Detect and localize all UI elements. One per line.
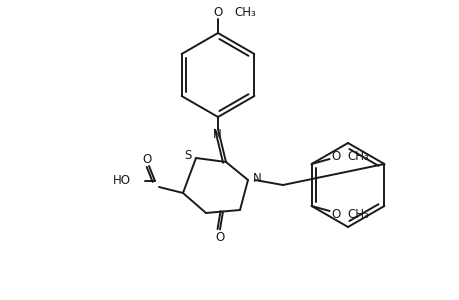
Text: HO: HO — [113, 175, 131, 188]
Text: O: O — [215, 231, 224, 244]
Text: N: N — [212, 128, 221, 140]
Text: CH₃: CH₃ — [234, 5, 255, 19]
Text: O: O — [330, 149, 340, 163]
Text: N: N — [252, 172, 261, 184]
Text: O: O — [213, 5, 222, 19]
Text: CH₃: CH₃ — [347, 149, 369, 163]
Text: CH₃: CH₃ — [347, 208, 369, 220]
Text: O: O — [330, 208, 340, 220]
Text: S: S — [184, 148, 191, 161]
Text: O: O — [142, 152, 151, 166]
